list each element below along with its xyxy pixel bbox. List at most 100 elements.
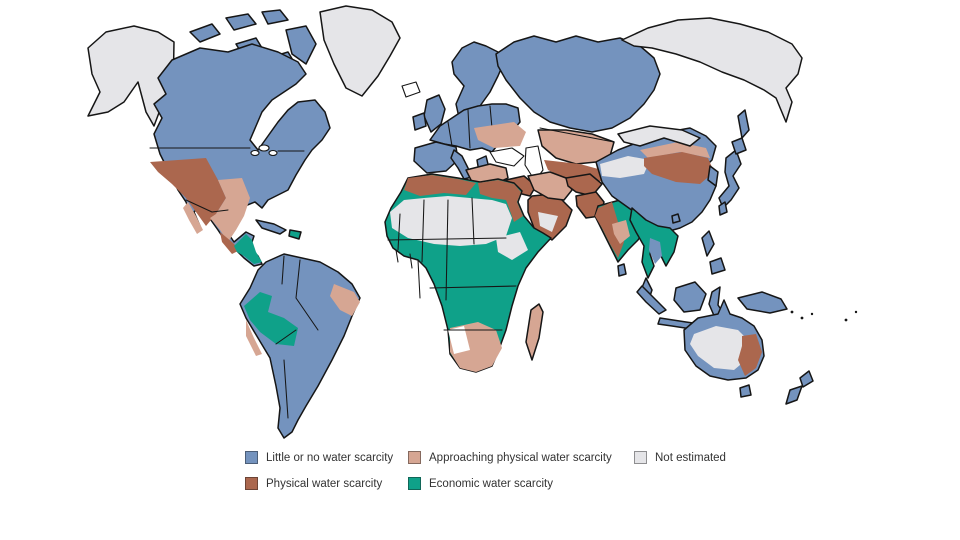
legend-label-economic: Economic water scarcity: [429, 477, 553, 490]
black-sea: [489, 147, 525, 167]
legend-label-not-estimated: Not estimated: [655, 451, 726, 464]
pacific-island: [810, 312, 814, 316]
border-europe: [489, 105, 493, 129]
region-philippines-mindanao: [709, 257, 726, 275]
region-inner-mongolia: [640, 142, 710, 158]
border-africa: [395, 249, 399, 263]
region-arctic-island: [225, 13, 257, 31]
border-africa: [421, 199, 425, 263]
region-hispaniola: [288, 229, 302, 240]
region-sumatra: [636, 285, 667, 315]
pacific-island: [844, 318, 848, 322]
border-europe: [447, 121, 453, 147]
border-africa: [429, 285, 517, 289]
region-sahara: [390, 196, 512, 246]
region-rub-al-khali: [538, 212, 558, 232]
great-lakes: [268, 149, 278, 157]
region-iceland: [401, 81, 421, 98]
region-sudan: [496, 232, 528, 260]
legend-swatch-physical: [245, 477, 258, 490]
border-africa: [397, 213, 401, 251]
border-africa: [417, 259, 421, 299]
region-central-india: [612, 220, 630, 244]
region-baffin-island: [285, 25, 317, 65]
southeast-asia: [629, 207, 788, 331]
region-peru-bolivia: [244, 292, 298, 346]
region-new-guinea: [737, 291, 788, 314]
region-murray-darling: [738, 334, 762, 376]
region-egypt-nile: [478, 180, 523, 222]
legend-item-economic: Economic water scarcity: [408, 477, 553, 490]
region-north-china-plain: [644, 152, 714, 184]
border-africa: [445, 199, 449, 301]
border-africa: [471, 197, 475, 245]
pacific-island: [854, 310, 858, 314]
oceania: [683, 299, 858, 405]
region-borneo: [673, 281, 707, 313]
legend-item-not-estimated: Not estimated: [634, 451, 726, 464]
border-south-america: [275, 329, 297, 345]
north-asia: [474, 17, 803, 184]
legend-item-physical: Physical water scarcity: [245, 477, 382, 490]
border-south-america: [281, 255, 285, 285]
region-central-america: [234, 234, 262, 264]
legend-item-approaching: Approaching physical water scarcity: [408, 451, 612, 464]
region-mongolia: [617, 125, 701, 147]
region-namibia-gap: [448, 326, 470, 354]
region-russia-west: [495, 35, 661, 133]
region-northeast-brazil: [330, 284, 360, 316]
border-africa: [387, 237, 507, 241]
great-lakes: [258, 144, 270, 152]
east-asia: [595, 125, 747, 233]
region-north-america-mainland: [153, 43, 331, 267]
region-ireland: [412, 112, 427, 131]
legend-item-little: Little or no water scarcity: [245, 451, 393, 464]
region-ukraine-steppe: [474, 122, 526, 148]
region-australia-interior: [690, 326, 750, 370]
region-new-zealand-south: [785, 385, 803, 405]
legend-swatch-not-estimated: [634, 451, 647, 464]
region-arctic-island: [261, 9, 289, 25]
africa: [384, 173, 552, 373]
pacific-island: [790, 310, 794, 314]
region-thailand: [649, 238, 662, 264]
region-greenland: [319, 5, 401, 97]
region-west-india: [595, 202, 624, 258]
south-america: [239, 253, 361, 439]
region-arctic-island: [189, 23, 221, 43]
legend-label-physical: Physical water scarcity: [266, 477, 383, 490]
region-taiwan: [718, 201, 728, 216]
region-tasmania: [739, 384, 752, 398]
region-korea: [707, 165, 719, 187]
legend-label-approaching: Approaching physical water scarcity: [429, 451, 612, 464]
region-baja: [183, 202, 203, 234]
border-russia-kazakhstan: [539, 127, 615, 143]
legend-swatch-economic: [408, 477, 421, 490]
region-north-mexico: [210, 178, 250, 242]
region-east-siberia: [621, 17, 803, 123]
region-sri-lanka: [617, 263, 627, 277]
region-cuba: [255, 219, 287, 235]
region-central-mexico: [220, 232, 240, 254]
region-hokkaido: [731, 137, 747, 155]
region-southwest-us: [150, 158, 226, 226]
border-africa: [409, 253, 413, 269]
region-tarim-basin: [600, 156, 650, 178]
legend-swatch-approaching: [408, 451, 421, 464]
region-hainan: [671, 213, 681, 224]
region-sakhalin: [737, 109, 750, 139]
border-europe: [467, 109, 471, 149]
region-new-zealand-north: [799, 370, 814, 388]
region-iberia: [413, 141, 459, 174]
border-south-america: [283, 359, 289, 419]
north-america: [87, 5, 421, 267]
pacific-island: [800, 316, 804, 320]
region-alaska: [87, 25, 175, 127]
region-madagascar: [525, 303, 544, 361]
great-lakes: [250, 149, 260, 157]
border-south-america: [295, 259, 319, 331]
region-iran: [527, 171, 573, 201]
border-us-mexico: [185, 199, 229, 213]
region-scandinavia: [451, 41, 505, 123]
